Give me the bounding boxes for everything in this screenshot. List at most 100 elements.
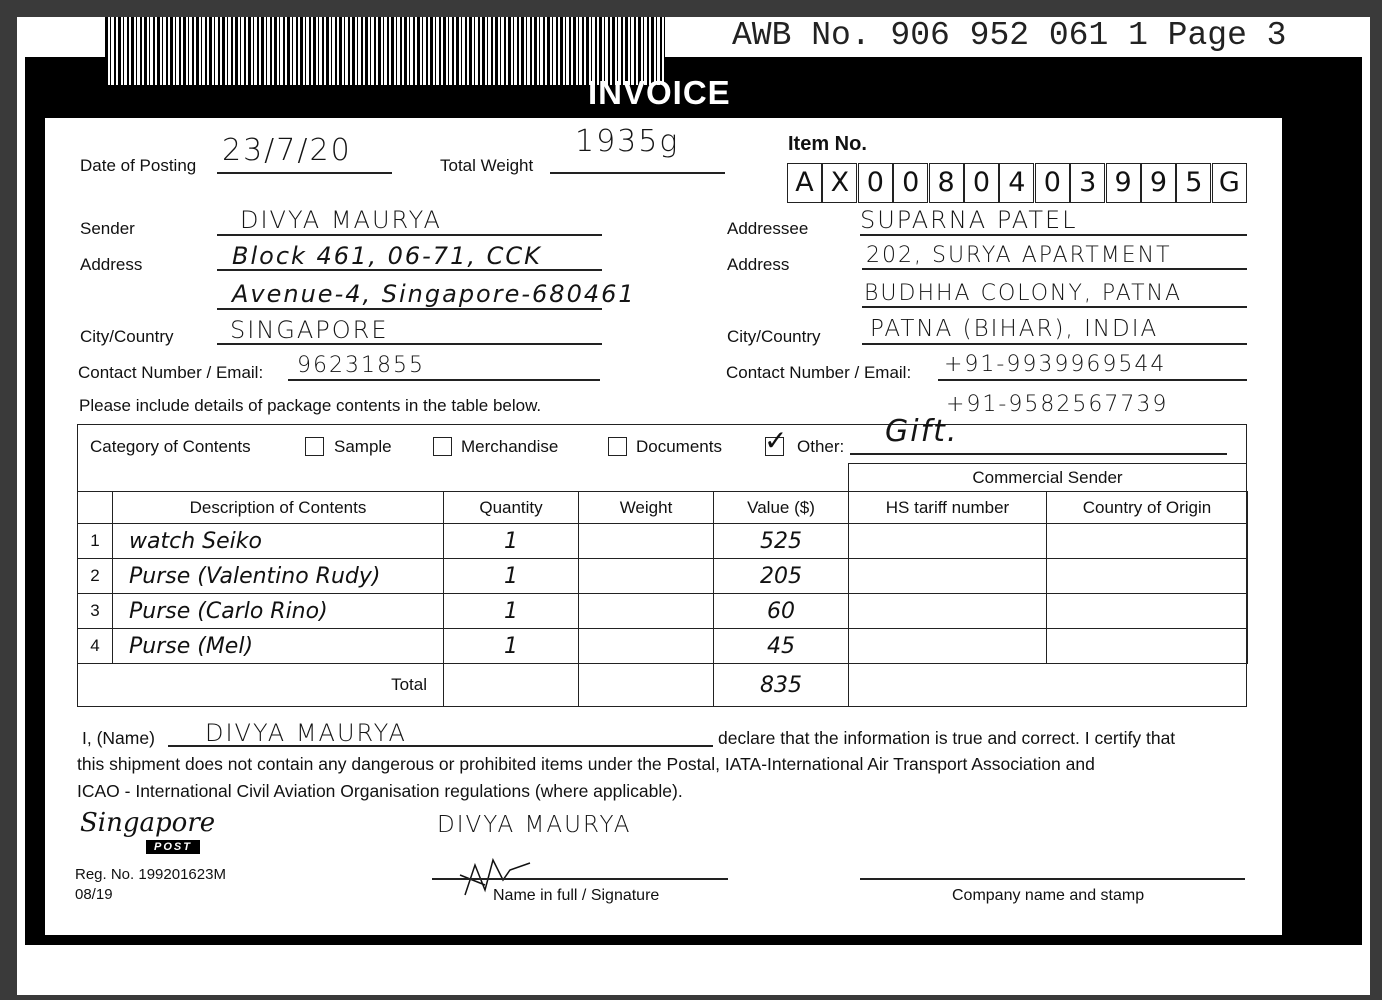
check-mark-icon: ✓ [764,425,788,456]
cell-qty: 1 [443,593,579,629]
cell-hs [848,523,1047,559]
merchandise-label: Merchandise [461,437,559,456]
item-number-char: X [822,163,858,203]
cell-hs [848,558,1047,594]
signed-name: DIVYA MAURYA [437,812,632,838]
logo-post-badge: POST [146,840,200,854]
sender-address-2: Avenue-4, Singapore-680461 [232,280,636,308]
item-number-char: 8 [928,163,964,203]
cell-qty: 1 [443,628,579,664]
item-number-char: 0 [964,163,999,203]
stamp-label: Company name and stamp [952,887,1145,904]
column-header: Weight [578,491,714,524]
item-number-char: G [1211,163,1247,203]
form-version: 08/19 [75,886,113,903]
cell-origin [1046,558,1248,594]
addressee-city-label: City/Country [727,327,821,346]
signature-line [432,878,728,880]
cell-value: 205 [713,558,849,594]
signature-scribble [459,857,531,896]
item-number-char: 3 [1070,163,1106,203]
sample-checkbox[interactable] [305,437,324,456]
addressee-contact-2: +91-9582567739 [946,392,1169,417]
declaration-name-line [168,745,713,747]
item-no-label: Item No. [788,133,867,155]
sender-address-1: Block 461, 06-71, CCK [232,242,542,270]
other-value: Gift. [885,414,959,449]
addressee-contact-label: Contact Number / Email: [726,363,912,382]
addressee-contact: +91-9939969544 [944,352,1167,377]
form-title: INVOICE [588,74,731,111]
cell-hs [848,628,1047,664]
merchandise-checkbox[interactable] [433,437,452,456]
sender-address-label: Address [80,255,143,274]
commercial-sender-header: Commercial Sender [848,463,1247,492]
row-number: 1 [77,523,113,559]
row-number: 2 [77,558,113,594]
addressee-label: Addressee [727,219,809,238]
singapore-post-logo: Singapore [80,808,216,838]
addressee-contact-line [938,379,1247,381]
cell-weight [578,593,714,629]
addressee-name: SUPARNA PATEL [860,206,1078,234]
reg-number: Reg. No. 199201623M [75,866,226,883]
item-number-char: 0 [1034,163,1070,203]
addressee-address-label: Address [727,255,790,274]
weight-label: Total Weight [440,156,534,175]
other-checkbox[interactable]: ✓ [764,425,787,456]
addressee-address-2: BUDHHA COLONY, PATNA [864,281,1183,306]
addressee-line [860,234,1247,236]
sender-contact-line [288,379,600,381]
item-number-char: 9 [1141,163,1176,203]
sender-contact-label: Contact Number / Email: [78,363,264,382]
sender-address-line-1 [217,269,602,271]
item-number-char: 9 [1105,163,1141,203]
cell-desc: watch Seiko [112,523,444,559]
weight-value: 1935g [575,124,680,159]
documents-checkbox[interactable] [608,437,627,456]
sender-name: DIVYA MAURYA [240,206,442,234]
column-header: Quantity [443,491,579,524]
cell-weight [578,628,714,664]
sample-label: Sample [334,437,392,456]
total-value: 835 [713,663,849,707]
sender-city: SINGAPORE [230,316,389,344]
row-number: 3 [77,593,113,629]
cell-weight [578,523,714,559]
awb-number: AWB No. 906 952 061 1 Page 3 [732,17,1287,54]
sender-address-line-2 [217,308,602,310]
cell-weight [578,558,714,594]
top-margin-right [667,17,1370,57]
column-header: Country of Origin [1046,491,1248,524]
total-quantity [443,663,579,707]
declaration-line-1: declare that the information is true and… [718,728,1176,748]
total-label: Total [77,663,444,707]
addressee-address-1: 202, SURYA APARTMENT [866,243,1172,268]
barcode [105,17,665,85]
declaration-name: DIVYA MAURYA [205,719,407,747]
date-value: 23/7/20 [222,133,352,168]
addressee-city-line [862,343,1247,345]
cell-desc: Purse (Carlo Rino) [112,593,444,629]
item-number-char: A [787,163,822,203]
form-body [45,118,1282,935]
stamp-line [860,878,1245,880]
signature-label: Name in full / Signature [493,887,660,904]
declaration-line-2: this shipment does not contain any dange… [77,754,1095,774]
total-weight [578,663,714,707]
sender-line [217,234,602,236]
cell-qty: 1 [443,523,579,559]
addressee-address-line-2 [862,306,1247,308]
column-header: Value ($) [713,491,849,524]
sender-city-line [217,343,602,345]
cell-origin [1046,523,1248,559]
other-label: Other: [797,437,845,456]
column-header: Description of Contents [112,491,444,524]
item-number-char: 0 [857,163,893,203]
total-commercial [848,663,1247,707]
sender-city-label: City/Country [80,327,174,346]
category-label: Category of Contents [90,437,251,456]
column-header: HS tariff number [848,491,1047,524]
item-number-char: 4 [999,163,1035,203]
date-label: Date of Posting [80,156,197,175]
